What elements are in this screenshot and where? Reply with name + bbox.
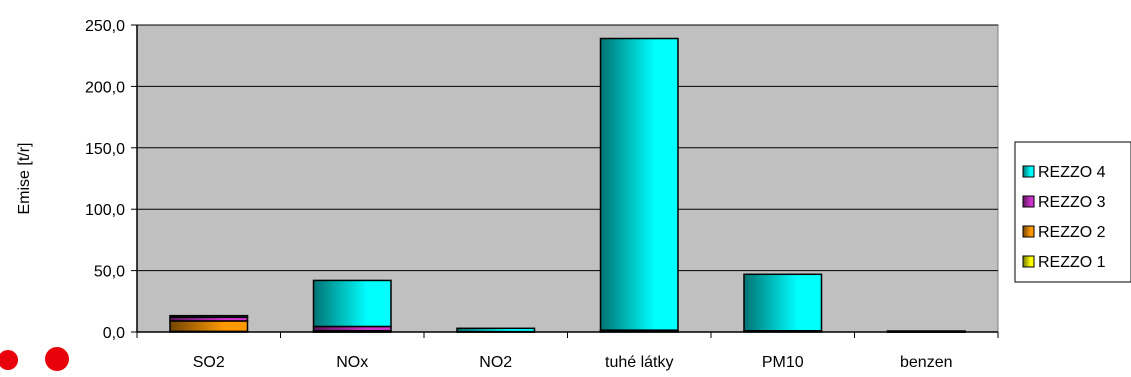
logo	[0, 347, 69, 371]
legend-label: REZZO 4	[1038, 164, 1106, 181]
legend-swatch	[1022, 225, 1035, 238]
x-tick-label: benzen	[900, 354, 953, 371]
logo-dot-left	[0, 350, 18, 370]
x-tick-label: PM10	[762, 354, 804, 371]
legend: REZZO 4 REZZO 3 REZZO 2 REZZO 1	[1014, 141, 1131, 283]
logo-dot-right	[45, 347, 69, 371]
legend-swatch	[1022, 165, 1035, 178]
y-tick-label: 200,0	[85, 79, 125, 96]
y-tick-label: 100,0	[85, 202, 125, 219]
x-tick-label: SO2	[193, 354, 225, 371]
bar-rezzo-4-2	[456, 327, 536, 333]
gridlines	[137, 24, 998, 272]
y-tick-label: 0,0	[103, 325, 125, 342]
y-tick-label: 50,0	[94, 264, 125, 281]
legend-label: REZZO 2	[1038, 224, 1106, 241]
y-tick-label: 250,0	[85, 18, 125, 35]
legend-label: REZZO 3	[1038, 194, 1106, 211]
x-tick-label: NO2	[479, 354, 512, 371]
bar-rezzo-4-3	[599, 37, 679, 331]
bar-rezzo-4-0	[169, 314, 249, 319]
bar-rezzo-2-0	[169, 320, 249, 333]
bar-rezzo-4-1	[312, 279, 392, 328]
x-tick-label: tuhé látky	[605, 354, 673, 371]
plot-area	[136, 24, 999, 333]
legend-swatch	[1022, 255, 1035, 268]
bar-rezzo-4-4	[743, 273, 823, 332]
x-tick-labels: SO2 NOx NO2 tuhé látky PM10 benzen	[136, 332, 999, 371]
y-tick-labels: 0,0 50,0 100,0 150,0 200,0 250,0	[85, 18, 137, 342]
legend-label: REZZO 1	[1038, 254, 1106, 271]
y-axis-title: Emise [t/r]	[16, 142, 33, 214]
x-tick-label: NOx	[336, 354, 368, 371]
legend-swatch	[1022, 195, 1035, 208]
y-tick-label: 150,0	[85, 141, 125, 158]
